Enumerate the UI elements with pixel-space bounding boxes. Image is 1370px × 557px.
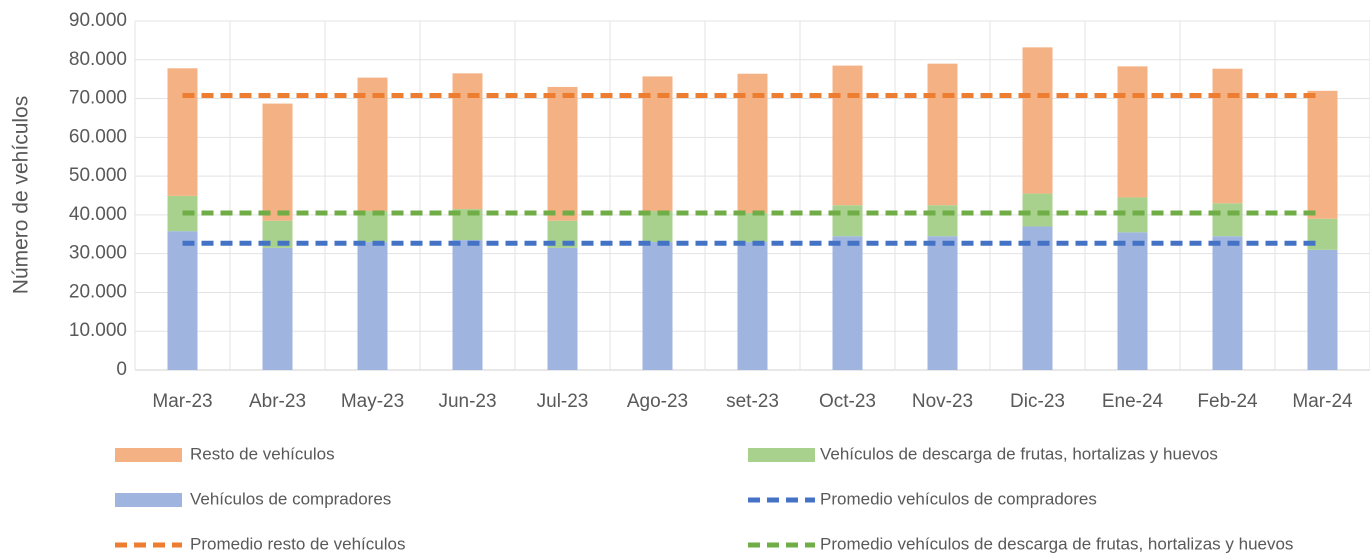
bar-segment bbox=[927, 205, 958, 237]
y-tick-label: 20.000 bbox=[69, 281, 127, 302]
x-tick-label: Feb-24 bbox=[1197, 391, 1258, 412]
bar-segment bbox=[1307, 249, 1338, 370]
x-tick-label: Mar-24 bbox=[1292, 391, 1353, 412]
bar-segment bbox=[927, 63, 958, 206]
y-tick-label: 50.000 bbox=[69, 165, 127, 186]
bar-segment bbox=[452, 240, 483, 370]
x-tick-label: May-23 bbox=[341, 391, 404, 412]
bar-segment bbox=[832, 65, 863, 206]
y-tick-label: 60.000 bbox=[69, 126, 127, 147]
y-tick-label: 70.000 bbox=[69, 88, 127, 109]
bar-segment bbox=[642, 211, 673, 243]
bar-segment bbox=[357, 77, 388, 212]
legend-label: Promedio vehículos de descarga de frutas… bbox=[820, 534, 1293, 553]
bar-segment bbox=[547, 86, 578, 221]
legend-swatch bbox=[115, 448, 182, 462]
bar-segment bbox=[1212, 68, 1243, 204]
bar-segment bbox=[832, 205, 863, 237]
bar-segment bbox=[737, 242, 768, 370]
bar-segment bbox=[167, 68, 198, 196]
bar-segment bbox=[1307, 90, 1338, 219]
bar-segment bbox=[642, 242, 673, 370]
bar-segment bbox=[1117, 66, 1148, 198]
bar-segment bbox=[1212, 203, 1243, 237]
x-tick-label: Abr-23 bbox=[249, 391, 306, 412]
x-tick-label: Jul-23 bbox=[537, 391, 589, 412]
legend-label: Promedio resto de vehículos bbox=[190, 534, 405, 553]
bar-segment bbox=[1212, 236, 1243, 370]
x-tick-label: Mar-23 bbox=[152, 391, 212, 412]
y-tick-label: 0 bbox=[116, 359, 127, 380]
bar-segment bbox=[357, 211, 388, 243]
bar-segment bbox=[927, 236, 958, 370]
legend-label: Promedio vehículos de compradores bbox=[820, 489, 1097, 508]
legend-swatch bbox=[748, 448, 815, 462]
x-tick-label: set-23 bbox=[726, 391, 779, 412]
x-tick-label: Ene-24 bbox=[1102, 391, 1164, 412]
x-tick-label: Nov-23 bbox=[912, 391, 973, 412]
x-tick-label: Dic-23 bbox=[1010, 391, 1065, 412]
bar-segment bbox=[1022, 47, 1053, 194]
y-tick-label: 30.000 bbox=[69, 243, 127, 264]
bar-segment bbox=[1022, 226, 1053, 370]
bar-segment bbox=[262, 103, 293, 221]
y-tick-label: 40.000 bbox=[69, 204, 127, 225]
bar-segment bbox=[1022, 193, 1053, 227]
y-tick-label: 80.000 bbox=[69, 49, 127, 70]
x-tick-label: Ago-23 bbox=[627, 391, 688, 412]
x-tick-label: Jun-23 bbox=[438, 391, 496, 412]
bar-segment bbox=[167, 231, 198, 370]
legend-label: Vehículos de descarga de frutas, hortali… bbox=[820, 444, 1218, 463]
bar-segment bbox=[642, 76, 673, 212]
y-axis-label: Número de vehículos bbox=[10, 96, 33, 294]
bar-segment bbox=[262, 247, 293, 370]
legend-label: Vehículos de compradores bbox=[190, 489, 391, 508]
bar-segment bbox=[547, 247, 578, 370]
bar-segment bbox=[1117, 232, 1148, 370]
x-tick-label: Oct-23 bbox=[819, 391, 876, 412]
y-tick-label: 90.000 bbox=[69, 10, 127, 31]
bar-segment bbox=[357, 242, 388, 370]
legend-swatch bbox=[115, 493, 182, 507]
legend-label: Resto de vehículos bbox=[190, 444, 335, 463]
bar-segment bbox=[832, 236, 863, 370]
bar-segment bbox=[737, 212, 768, 243]
y-tick-label: 10.000 bbox=[69, 320, 127, 341]
